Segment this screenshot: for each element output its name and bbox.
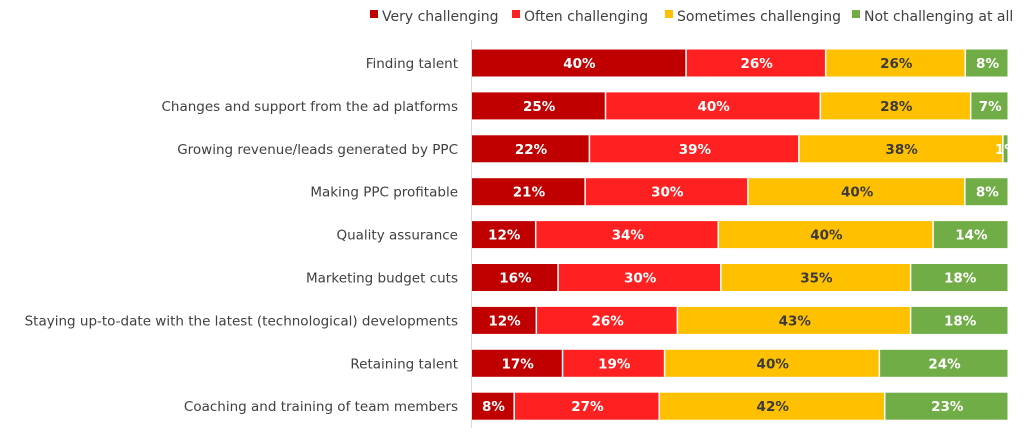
- data-label: 42%: [757, 399, 790, 415]
- legend-label: Sometimes challenging: [677, 9, 841, 25]
- data-label: 8%: [482, 399, 505, 415]
- bar-segment: [472, 221, 535, 249]
- data-label: 17%: [501, 356, 534, 372]
- legend-label: Often challenging: [524, 9, 648, 25]
- data-label: 39%: [679, 142, 712, 158]
- bar-segment: [911, 264, 1008, 291]
- bar-segment: [678, 306, 910, 334]
- data-label: 24%: [928, 356, 961, 372]
- bar-segment: [472, 306, 536, 334]
- data-label: 12%: [488, 313, 521, 329]
- bar-segment: [821, 92, 970, 120]
- category-label: Making PPC profitable: [310, 185, 458, 201]
- data-label: 25%: [523, 99, 556, 115]
- data-label: 27%: [571, 399, 604, 415]
- legend-label: Not challenging at all: [864, 9, 1013, 25]
- legend-swatch: [665, 10, 673, 18]
- data-label: 34%: [612, 228, 645, 244]
- bar-segment: [719, 221, 933, 249]
- bar-segment: [659, 392, 884, 420]
- bar-segment: [686, 49, 825, 77]
- legend-label: Very challenging: [382, 9, 499, 25]
- data-label: 40%: [757, 356, 790, 372]
- bar-segment: [472, 92, 605, 120]
- category-label: Finding talent: [366, 56, 458, 72]
- bar-segment: [536, 221, 718, 249]
- legend-swatch: [370, 10, 378, 18]
- bar-segment: [799, 135, 1003, 163]
- data-label: 30%: [651, 185, 684, 201]
- bar-segment: [971, 92, 1008, 120]
- bar-segment: [885, 392, 1008, 420]
- data-label: 18%: [944, 271, 977, 287]
- bar-segment: [585, 178, 748, 206]
- data-label: 1%: [995, 142, 1018, 158]
- chart-legend: Very challenging Often challenging Sometim…: [370, 9, 1013, 25]
- data-label: 35%: [800, 271, 833, 287]
- data-label: 21%: [513, 185, 546, 201]
- data-label: 14%: [955, 228, 988, 244]
- data-label: 23%: [931, 399, 964, 415]
- data-label: 43%: [779, 313, 812, 329]
- data-label: 26%: [591, 313, 624, 329]
- data-label: 19%: [598, 356, 631, 372]
- data-labels: 40% 26% 26% 8% 25% 40% 28% 7% 22% 39% 38% 1% 21% 30% 4…: [482, 56, 1018, 415]
- bar-segment: [880, 349, 1008, 377]
- bar-segment: [472, 178, 585, 206]
- bar-segments: [472, 49, 1008, 420]
- bar-segment: [590, 135, 799, 163]
- legend-swatch: [512, 10, 520, 18]
- bar-segment: [1003, 135, 1008, 163]
- bar-segment: [933, 221, 1008, 249]
- bar-segment: [721, 264, 910, 291]
- data-label: 18%: [944, 313, 977, 329]
- category-label: Coaching and training of team members: [184, 399, 458, 415]
- bar-segment: [472, 49, 686, 77]
- bar-segment: [966, 49, 1008, 77]
- data-label: 26%: [880, 56, 913, 72]
- bar-segment: [472, 135, 589, 163]
- data-label: 28%: [880, 99, 913, 115]
- bar-segment: [514, 392, 659, 420]
- bar-segment: [748, 178, 965, 206]
- data-label: 40%: [810, 228, 843, 244]
- bar-segment: [606, 92, 820, 120]
- category-label: Changes and support from the ad platform…: [161, 99, 458, 115]
- bar-segment: [537, 306, 677, 334]
- category-label: Growing revenue/leads generated by PPC: [177, 142, 458, 158]
- bar-segment: [911, 306, 1008, 334]
- data-label: 40%: [697, 99, 730, 115]
- bar-segment: [472, 392, 514, 420]
- data-label: 38%: [885, 142, 918, 158]
- bar-segment: [563, 349, 664, 377]
- data-label: 8%: [976, 185, 999, 201]
- category-label: Retaining talent: [350, 356, 458, 372]
- category-label: Staying up-to-date with the latest (tech…: [25, 313, 458, 329]
- bar-segment: [965, 178, 1008, 206]
- data-label: 30%: [624, 271, 657, 287]
- data-label: 12%: [488, 228, 521, 244]
- category-label: Marketing budget cuts: [306, 271, 458, 287]
- bar-segment: [558, 264, 721, 291]
- data-label: 22%: [515, 142, 548, 158]
- bar-segment: [665, 349, 879, 377]
- data-label: 7%: [979, 99, 1002, 115]
- category-labels: Finding talent Changes and support from t…: [25, 56, 458, 415]
- bar-segment: [826, 49, 965, 77]
- data-label: 16%: [499, 271, 532, 287]
- data-label: 40%: [563, 56, 596, 72]
- data-label: 40%: [841, 185, 874, 201]
- bar-segment: [472, 349, 562, 377]
- legend-swatch: [852, 10, 860, 18]
- data-label: 8%: [976, 56, 999, 72]
- bar-segment: [472, 264, 558, 291]
- data-label: 26%: [740, 56, 773, 72]
- category-label: Quality assurance: [336, 228, 458, 244]
